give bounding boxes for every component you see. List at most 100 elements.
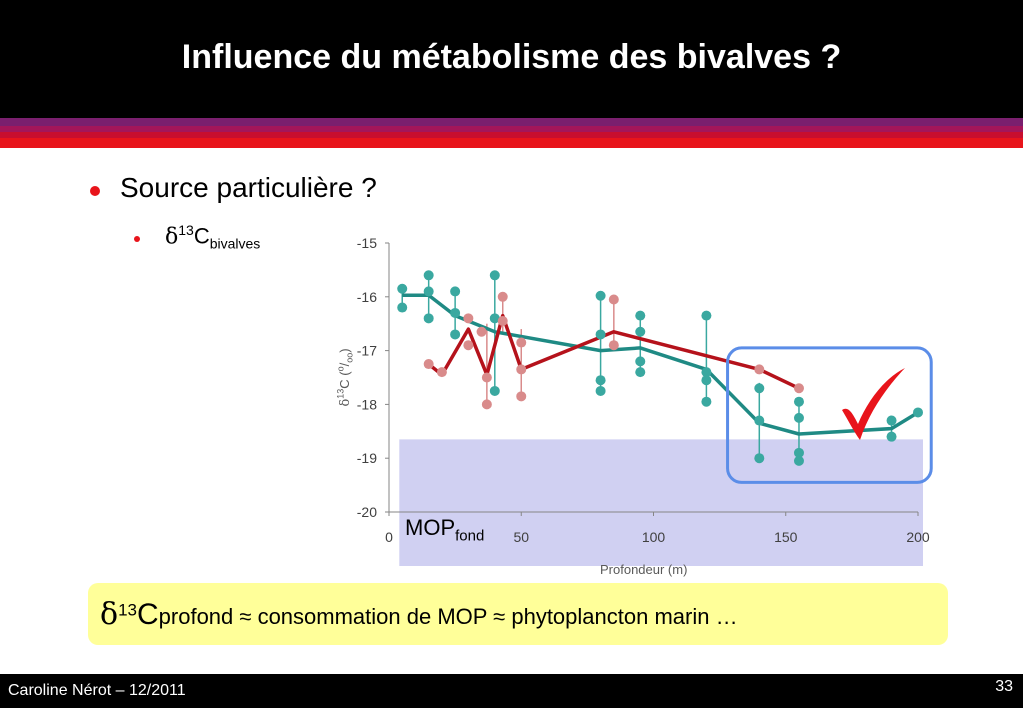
delta-symbol: δ — [165, 224, 179, 250]
x-tick-label: 200 — [906, 529, 930, 545]
teal-data-point — [635, 367, 646, 378]
isotope-number: 13 — [178, 222, 194, 238]
teal-data-point — [450, 329, 461, 340]
y-unit-sub: oo — [344, 352, 355, 363]
red-data-point — [497, 316, 508, 327]
teal-data-point — [423, 313, 434, 324]
teal-data-point — [701, 396, 712, 407]
y-tick-label: -20 — [357, 504, 377, 520]
y-tick-label: -19 — [357, 450, 377, 466]
conclusion-box: δ13Cprofond ≈ consommation de MOP ≈ phyt… — [88, 583, 948, 645]
red-data-point — [463, 313, 474, 324]
accent-stripe-2 — [0, 126, 1023, 132]
red-data-point — [608, 294, 619, 305]
bullet-delta13c-bivalves: δ13Cbivalves — [165, 222, 260, 252]
mop-fond-label: MOPfond — [405, 515, 484, 544]
teal-data-point — [450, 286, 461, 297]
red-data-point — [516, 364, 527, 375]
x-tick-label: 150 — [774, 529, 798, 545]
red-data-point — [497, 291, 508, 302]
page-number: 33 — [995, 678, 1013, 695]
teal-data-point — [635, 326, 646, 337]
accent-stripe-3 — [0, 132, 1023, 138]
mop-text: MOP — [405, 515, 456, 540]
y-tick-label: -16 — [357, 289, 377, 305]
teal-data-point — [701, 375, 712, 386]
teal-series-line — [402, 293, 919, 436]
footer-author: Caroline Nérot – 12/2011 — [8, 682, 186, 699]
header-bar — [0, 0, 1023, 118]
teal-data-point — [793, 447, 804, 458]
red-data-point — [516, 337, 527, 348]
red-data-point — [463, 340, 474, 351]
teal-data-point — [793, 396, 804, 407]
teal-data-point — [754, 383, 765, 394]
red-data-point — [793, 383, 804, 394]
conclusion-rest: profond ≈ consommation de MOP ≈ phytopla… — [158, 604, 738, 629]
conclusion-delta: δ — [100, 597, 119, 632]
bullet-dot-level1 — [90, 186, 100, 196]
teal-data-point — [635, 356, 646, 367]
x-axis-title: Profondeur (m) — [600, 562, 688, 577]
y-delta: δ — [337, 398, 353, 407]
data-points — [397, 270, 923, 466]
y-tick-label: -17 — [357, 343, 377, 359]
highlight-box — [726, 346, 933, 484]
teal-data-point — [595, 375, 606, 386]
y-close: ) — [336, 348, 352, 353]
chart-axes — [385, 242, 919, 516]
teal-data-point — [595, 329, 606, 340]
bivalves-subscript: bivalves — [209, 235, 261, 252]
accent-stripe-1 — [0, 118, 1023, 126]
y-axis-title: δ13C (o/oo) — [335, 348, 355, 407]
teal-data-point — [886, 431, 897, 442]
bullet-source-particuliere: Source particulière ? — [120, 172, 377, 203]
mop-band — [399, 439, 923, 566]
teal-data-point — [701, 367, 712, 378]
carbon-symbol: C — [193, 223, 210, 249]
red-data-point — [481, 372, 492, 383]
red-series-line — [427, 313, 800, 390]
error-bars — [401, 272, 893, 464]
teal-data-point — [886, 415, 897, 426]
teal-data-point — [423, 286, 434, 297]
y-unit-sup: o — [335, 366, 346, 372]
red-data-point — [754, 364, 765, 375]
y-tick-label: -15 — [357, 235, 377, 251]
teal-data-point — [635, 310, 646, 321]
red-data-point — [476, 326, 487, 337]
teal-data-point — [913, 407, 923, 418]
teal-data-point — [489, 313, 500, 324]
series-lines — [402, 293, 919, 436]
red-data-point — [423, 359, 434, 370]
y-isotope: 13 — [335, 388, 346, 399]
teal-data-point — [595, 385, 606, 396]
x-tick-label: 0 — [385, 529, 393, 545]
x-tick-label: 100 — [642, 529, 666, 545]
conclusion-carbon: C — [136, 598, 159, 631]
teal-data-point — [793, 455, 804, 466]
slide-title: Influence du métabolisme des bivalves ? — [181, 38, 842, 76]
y-tick-label: -18 — [357, 396, 377, 412]
x-tick-label: 50 — [513, 529, 529, 545]
conclusion-text: δ13Cprofond ≈ consommation de MOP ≈ phyt… — [100, 597, 738, 632]
red-data-point — [608, 340, 619, 351]
conclusion-isotope: 13 — [118, 600, 137, 620]
red-data-point — [436, 367, 447, 378]
teal-data-point — [397, 283, 408, 294]
mop-subscript: fond — [455, 527, 485, 545]
teal-data-point — [450, 307, 461, 318]
teal-data-point — [489, 270, 500, 281]
teal-data-point — [701, 310, 712, 321]
teal-data-point — [595, 290, 606, 301]
tick-labels: -15 -16 -17 -18 -19 -20 0 50 100 150 200 — [357, 235, 930, 545]
teal-data-point — [423, 270, 434, 281]
checkmark-icon — [842, 368, 905, 440]
red-data-point — [516, 391, 527, 402]
teal-data-point — [754, 453, 765, 464]
footer-bar: Caroline Nérot – 12/2011 33 — [0, 674, 1023, 708]
teal-data-point — [489, 385, 500, 396]
accent-stripe-4 — [0, 138, 1023, 148]
bullet-dot-level2 — [134, 236, 140, 242]
